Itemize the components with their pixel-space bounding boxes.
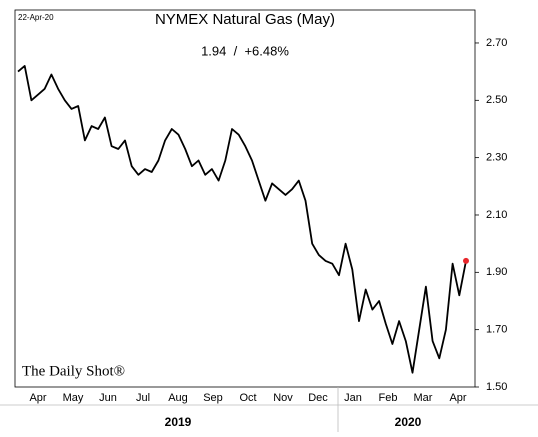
x-tick-label: Nov: [273, 392, 293, 404]
x-tick-label: Sep: [203, 392, 223, 404]
x-tick-label: Apr: [449, 392, 466, 404]
plot-frame: [14, 9, 476, 388]
x-tick-label: Jan: [344, 392, 362, 404]
last-point: [463, 257, 469, 264]
x-tick-label: Feb: [379, 392, 398, 404]
y-tick-label: 1.70: [486, 324, 507, 336]
x-tick-label: Oct: [239, 392, 256, 404]
date-label: 22-Apr-20: [18, 13, 54, 22]
y-tick-label: 2.50: [486, 94, 507, 106]
watermark: The Daily Shot®: [22, 363, 125, 379]
x-tick-label: Aug: [168, 392, 188, 404]
y-tick-label: 2.10: [486, 209, 507, 221]
x-tick-label: Jul: [136, 392, 150, 404]
year-label: 2020: [395, 415, 422, 429]
x-tick-label: Mar: [414, 392, 433, 404]
x-tick-label: May: [63, 392, 84, 404]
x-tick-label: Jun: [99, 392, 117, 404]
x-tick-label: Dec: [308, 392, 328, 404]
year-label: 2019: [165, 415, 192, 429]
y-tick-label: 2.70: [486, 37, 507, 49]
price-line: [17, 65, 467, 374]
x-tick-label: Apr: [29, 392, 46, 404]
chart-subtitle: 1.94 / +6.48%: [201, 43, 289, 58]
y-tick-label: 1.90: [486, 266, 507, 278]
y-tick-label: 2.30: [486, 152, 507, 164]
chart-title: NYMEX Natural Gas (May): [155, 11, 335, 28]
y-tick-label: 1.50: [486, 381, 507, 393]
